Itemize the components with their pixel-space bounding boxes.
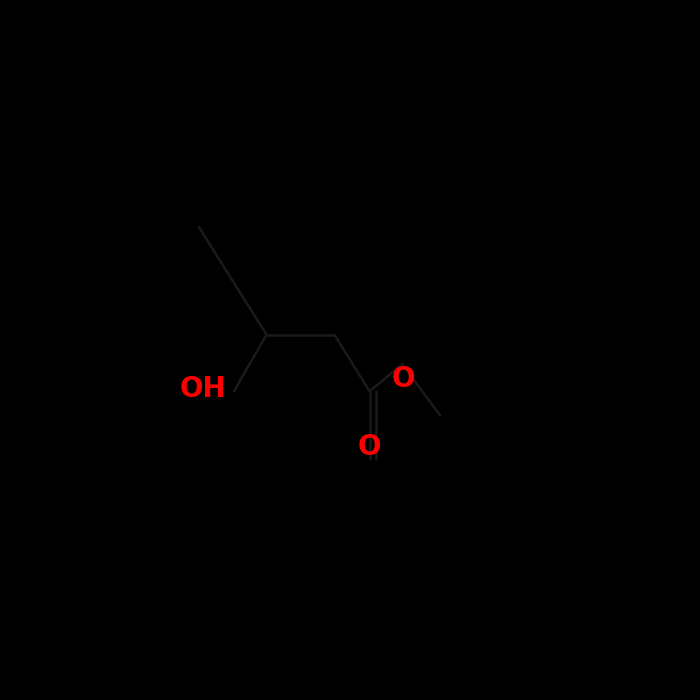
Text: OH: OH (179, 374, 226, 402)
Text: O: O (358, 433, 382, 461)
Text: O: O (391, 365, 415, 393)
